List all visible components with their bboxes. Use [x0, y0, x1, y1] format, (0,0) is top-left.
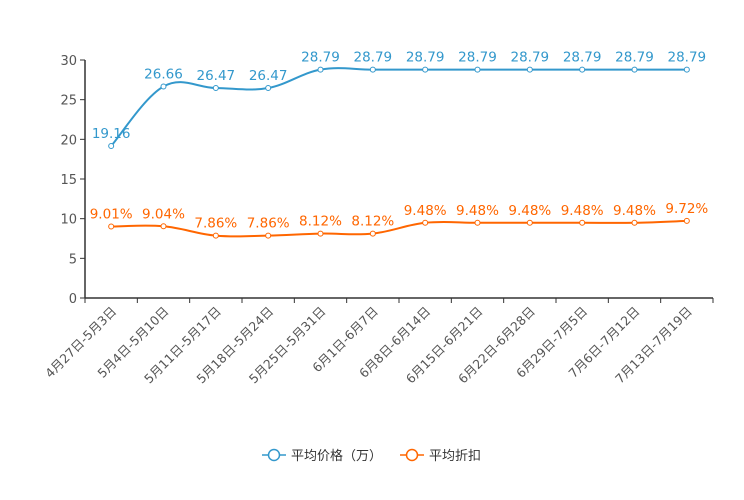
- data-label: 9.48%: [456, 203, 499, 219]
- data-point[interactable]: [526, 66, 533, 73]
- data-point[interactable]: [579, 219, 586, 226]
- data-point[interactable]: [579, 66, 586, 73]
- data-point[interactable]: [683, 217, 690, 224]
- data-point[interactable]: [212, 85, 219, 92]
- legend-marker-icon: [267, 448, 281, 462]
- data-label: 9.48%: [404, 203, 447, 219]
- data-point[interactable]: [317, 230, 324, 237]
- data-label: 9.04%: [142, 206, 185, 222]
- data-point[interactable]: [265, 232, 272, 239]
- data-label: 28.79: [301, 50, 340, 66]
- data-label: 19.16: [92, 126, 131, 142]
- data-point[interactable]: [369, 66, 376, 73]
- data-point[interactable]: [422, 66, 429, 73]
- data-point[interactable]: [474, 66, 481, 73]
- data-point[interactable]: [317, 66, 324, 73]
- data-label: 9.48%: [613, 203, 656, 219]
- legend-marker-icon: [405, 448, 419, 462]
- y-tick-label: 30: [60, 54, 77, 69]
- data-label: 26.66: [144, 66, 183, 82]
- data-point[interactable]: [526, 219, 533, 226]
- y-tick-label: 20: [60, 133, 77, 148]
- data-label: 7.86%: [247, 216, 290, 232]
- data-point[interactable]: [683, 66, 690, 73]
- data-label: 28.79: [615, 50, 654, 66]
- legend-label[interactable]: 平均折扣: [429, 449, 481, 464]
- data-label: 26.47: [249, 68, 288, 84]
- data-label: 9.48%: [561, 203, 604, 219]
- data-label: 28.79: [668, 50, 707, 66]
- data-label: 8.12%: [351, 214, 394, 230]
- data-point[interactable]: [265, 85, 272, 92]
- data-point[interactable]: [212, 232, 219, 239]
- data-label: 28.79: [458, 50, 497, 66]
- data-point[interactable]: [474, 219, 481, 226]
- data-point[interactable]: [631, 66, 638, 73]
- data-label: 9.72%: [665, 201, 708, 217]
- y-tick-label: 0: [69, 292, 77, 307]
- data-label: 9.01%: [90, 207, 133, 223]
- legend-label[interactable]: 平均价格（万）: [291, 448, 382, 464]
- y-tick-label: 15: [60, 173, 77, 188]
- data-label: 7.86%: [194, 216, 237, 232]
- data-label: 28.79: [563, 50, 602, 66]
- data-label: 8.12%: [299, 214, 342, 230]
- data-point[interactable]: [108, 142, 115, 149]
- data-point[interactable]: [160, 83, 167, 90]
- data-point[interactable]: [108, 223, 115, 230]
- data-label: 28.79: [354, 50, 393, 66]
- data-label: 26.47: [197, 68, 236, 84]
- data-label: 28.79: [511, 50, 550, 66]
- data-point[interactable]: [369, 230, 376, 237]
- series-line: [111, 219, 687, 238]
- data-point[interactable]: [631, 219, 638, 226]
- data-label: 9.48%: [508, 203, 551, 219]
- data-label: 28.79: [406, 50, 445, 66]
- data-point[interactable]: [422, 219, 429, 226]
- y-tick-label: 5: [69, 252, 77, 267]
- y-tick-label: 10: [60, 213, 77, 228]
- y-tick-label: 25: [60, 94, 77, 109]
- data-point[interactable]: [160, 223, 167, 230]
